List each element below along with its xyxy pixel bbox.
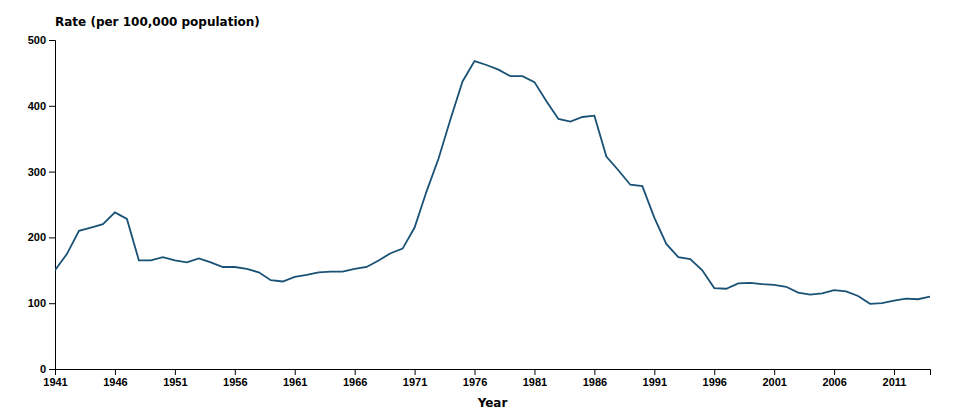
x-axis-title: Year [477,396,508,410]
tick: 1981 [523,369,547,388]
tick-mark [654,369,655,375]
tick: 1996 [703,369,727,388]
tick-label: 1941 [43,376,67,388]
tick-label: 300 [28,166,46,178]
tick-label: 200 [28,231,46,243]
tick: 0 [40,363,55,375]
x-axis: 1941 1946 1951 1956 1961 1966 1971 1976 1981 1986… [43,369,930,388]
tick-mark [49,369,55,370]
tick: 200 [28,231,55,243]
tick-label: 100 [28,297,46,309]
tick-label: 1951 [163,376,187,388]
tick-label: 1991 [643,376,667,388]
tick: 300 [28,166,55,178]
tick: 1976 [463,369,487,388]
tick-mark [49,237,55,238]
chart: 1941 1946 1951 1956 1961 1966 1971 1976 1981 1986… [0,0,960,419]
axis-domain [56,370,931,376]
tick-mark [594,369,595,375]
tick: 1986 [583,369,607,388]
tick-label: 1966 [343,376,367,388]
tick-label: 1971 [403,376,427,388]
tick-label: 1956 [223,376,247,388]
tick-label: 2006 [822,376,846,388]
tick: 1971 [403,369,427,388]
tick: 500 [28,34,55,46]
tick: 1941 [43,369,67,388]
tick-mark [774,369,775,375]
tick: 100 [28,297,55,309]
marks [55,61,930,304]
tick-mark [295,369,296,375]
tick: 1946 [103,369,127,388]
tick-label: 1981 [523,376,547,388]
tick-label: 0 [40,363,46,375]
tick: 1961 [283,369,307,388]
tick: 1991 [643,369,667,388]
tick-label: 1996 [703,376,727,388]
line [55,61,930,304]
tick-mark [49,40,55,41]
tick-mark [235,369,236,375]
tick: 1956 [223,369,247,388]
tick: 1966 [343,369,367,388]
tick-label: 500 [28,34,46,46]
tick-mark [534,369,535,375]
tick: 2011 [883,369,907,388]
tick-label: 2011 [883,376,907,388]
tick-label: 400 [28,100,46,112]
tick-label: 1961 [283,376,307,388]
tick-label: 2001 [762,376,786,388]
tick: 1951 [163,369,187,388]
tick-mark [175,369,176,375]
tick-mark [415,369,416,375]
axis-domain [49,41,56,370]
tick-mark [49,172,55,173]
tick-mark [115,369,116,375]
tick-mark [475,369,476,375]
plot: 1941 1946 1951 1956 1961 1966 1971 1976 1981 1986… [28,34,931,388]
y-axis-title: Rate (per 100,000 population) [55,15,260,29]
tick-mark [894,369,895,375]
tick-label: 1986 [583,376,607,388]
tick-mark [834,369,835,375]
tick: 400 [28,100,55,112]
tick-mark [355,369,356,375]
y-axis: 0 100 200 300 400 500 [28,34,56,375]
tick-label: 1946 [103,376,127,388]
tick-mark [49,106,55,107]
tick-mark [714,369,715,375]
tick-label: 1976 [463,376,487,388]
tick: 2006 [822,369,846,388]
tick: 2001 [762,369,786,388]
tick-mark [49,303,55,304]
